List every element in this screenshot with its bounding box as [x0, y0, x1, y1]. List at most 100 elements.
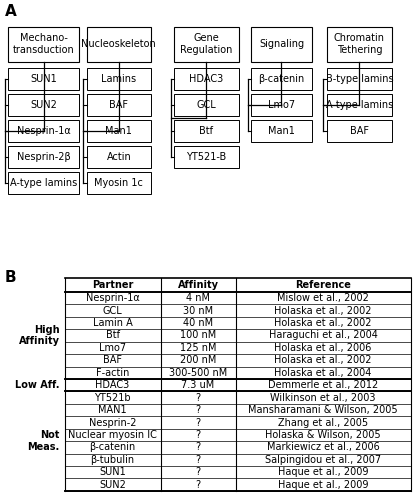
- Text: Nuclear myosin IC: Nuclear myosin IC: [68, 430, 157, 440]
- Text: A-type lamins: A-type lamins: [326, 100, 393, 110]
- Text: Markiewicz et al., 2006: Markiewicz et al., 2006: [267, 442, 379, 452]
- Text: YT521-B: YT521-B: [186, 152, 226, 162]
- Text: A-type lamins: A-type lamins: [10, 178, 78, 188]
- Text: Lmo7: Lmo7: [99, 343, 126, 353]
- Text: Man1: Man1: [268, 126, 295, 136]
- Text: Salpingidou et al., 2007: Salpingidou et al., 2007: [265, 455, 381, 465]
- Text: 100 nM: 100 nM: [180, 330, 216, 340]
- Text: 300-500 nM: 300-500 nM: [169, 368, 227, 378]
- Text: SUN2: SUN2: [99, 480, 126, 490]
- Text: BAF: BAF: [350, 126, 369, 136]
- Text: ?: ?: [196, 430, 201, 440]
- Text: Haque et al., 2009: Haque et al., 2009: [278, 468, 369, 477]
- Text: Not
Meas.: Not Meas.: [28, 430, 60, 452]
- Text: ?: ?: [196, 468, 201, 477]
- FancyBboxPatch shape: [8, 146, 79, 168]
- Text: Mislow et al., 2002: Mislow et al., 2002: [277, 293, 369, 303]
- Text: Lamin A: Lamin A: [93, 318, 133, 328]
- Text: BAF: BAF: [109, 100, 128, 110]
- Text: Haraguchi et al., 2004: Haraguchi et al., 2004: [269, 330, 378, 340]
- Text: Holaska et al., 2002: Holaska et al., 2002: [274, 306, 372, 316]
- Text: High
Affinity: High Affinity: [19, 324, 60, 346]
- Text: Reference: Reference: [295, 280, 351, 290]
- Text: BAF: BAF: [103, 356, 122, 366]
- Text: SUN1: SUN1: [30, 74, 57, 84]
- Text: ?: ?: [196, 442, 201, 452]
- FancyBboxPatch shape: [8, 120, 79, 142]
- FancyBboxPatch shape: [86, 26, 151, 62]
- Text: ?: ?: [196, 392, 201, 402]
- FancyBboxPatch shape: [251, 120, 312, 142]
- Text: Gene
Regulation: Gene Regulation: [180, 34, 233, 55]
- Text: B: B: [5, 270, 17, 285]
- Text: Signaling: Signaling: [259, 39, 304, 49]
- Text: β-catenin: β-catenin: [259, 74, 304, 84]
- Text: 40 nM: 40 nM: [183, 318, 213, 328]
- FancyBboxPatch shape: [86, 146, 151, 168]
- FancyBboxPatch shape: [86, 94, 151, 116]
- Text: Zhang et al., 2005: Zhang et al., 2005: [278, 418, 368, 428]
- Text: Holaska & Wilson, 2005: Holaska & Wilson, 2005: [265, 430, 381, 440]
- Text: GCL: GCL: [196, 100, 216, 110]
- Text: Low Aff.: Low Aff.: [15, 380, 60, 390]
- Text: Holaska et al., 2006: Holaska et al., 2006: [274, 343, 372, 353]
- Text: B-type lamins: B-type lamins: [326, 74, 393, 84]
- Text: 30 nM: 30 nM: [183, 306, 213, 316]
- FancyBboxPatch shape: [8, 26, 79, 62]
- Text: Mechano-
transduction: Mechano- transduction: [13, 34, 75, 55]
- Text: Demmerle et al., 2012: Demmerle et al., 2012: [268, 380, 378, 390]
- FancyBboxPatch shape: [174, 120, 239, 142]
- Text: HDAC3: HDAC3: [189, 74, 224, 84]
- Text: Holaska et al., 2002: Holaska et al., 2002: [274, 318, 372, 328]
- FancyBboxPatch shape: [251, 94, 312, 116]
- FancyBboxPatch shape: [174, 94, 239, 116]
- Text: ?: ?: [196, 480, 201, 490]
- Text: Haque et al., 2009: Haque et al., 2009: [278, 480, 369, 490]
- Text: ?: ?: [196, 418, 201, 428]
- Text: β-tubulin: β-tubulin: [90, 455, 135, 465]
- FancyBboxPatch shape: [327, 68, 392, 90]
- Text: ?: ?: [196, 405, 201, 415]
- Text: 125 nM: 125 nM: [180, 343, 216, 353]
- Text: Affinity: Affinity: [178, 280, 219, 290]
- FancyBboxPatch shape: [8, 68, 79, 90]
- Text: ?: ?: [196, 455, 201, 465]
- Text: GCL: GCL: [103, 306, 123, 316]
- FancyBboxPatch shape: [327, 120, 392, 142]
- Text: Chromatin
Tethering: Chromatin Tethering: [334, 34, 385, 55]
- Text: Wilkinson et al., 2003: Wilkinson et al., 2003: [271, 392, 376, 402]
- FancyBboxPatch shape: [86, 172, 151, 194]
- Text: Myosin 1c: Myosin 1c: [94, 178, 143, 188]
- Text: Nesprin-1α: Nesprin-1α: [86, 293, 139, 303]
- FancyBboxPatch shape: [8, 172, 79, 194]
- Text: Nucleoskeleton: Nucleoskeleton: [81, 39, 156, 49]
- Text: Man1: Man1: [106, 126, 132, 136]
- Text: Lamins: Lamins: [101, 74, 136, 84]
- Text: Btf: Btf: [199, 126, 214, 136]
- Text: SUN2: SUN2: [30, 100, 57, 110]
- Text: MAN1: MAN1: [98, 405, 127, 415]
- Text: SUN1: SUN1: [99, 468, 126, 477]
- FancyBboxPatch shape: [251, 26, 312, 62]
- Text: YT521b: YT521b: [94, 392, 131, 402]
- Text: Nesprin-1α: Nesprin-1α: [17, 126, 70, 136]
- Text: F-actin: F-actin: [96, 368, 129, 378]
- FancyBboxPatch shape: [86, 68, 151, 90]
- Text: Lmo7: Lmo7: [268, 100, 295, 110]
- FancyBboxPatch shape: [174, 26, 239, 62]
- Text: Partner: Partner: [92, 280, 133, 290]
- Text: Actin: Actin: [106, 152, 131, 162]
- FancyBboxPatch shape: [327, 94, 392, 116]
- FancyBboxPatch shape: [86, 120, 151, 142]
- Text: Nesprin-2: Nesprin-2: [89, 418, 136, 428]
- Text: Holaska et al., 2002: Holaska et al., 2002: [274, 356, 372, 366]
- Text: 200 nM: 200 nM: [180, 356, 216, 366]
- Text: β-catenin: β-catenin: [90, 442, 136, 452]
- Text: 7.3 uM: 7.3 uM: [181, 380, 215, 390]
- Text: 4 nM: 4 nM: [186, 293, 210, 303]
- FancyBboxPatch shape: [174, 68, 239, 90]
- Text: Mansharamani & Wilson, 2005: Mansharamani & Wilson, 2005: [249, 405, 398, 415]
- Text: Nesprin-2β: Nesprin-2β: [17, 152, 70, 162]
- FancyBboxPatch shape: [8, 94, 79, 116]
- Text: A: A: [5, 4, 17, 19]
